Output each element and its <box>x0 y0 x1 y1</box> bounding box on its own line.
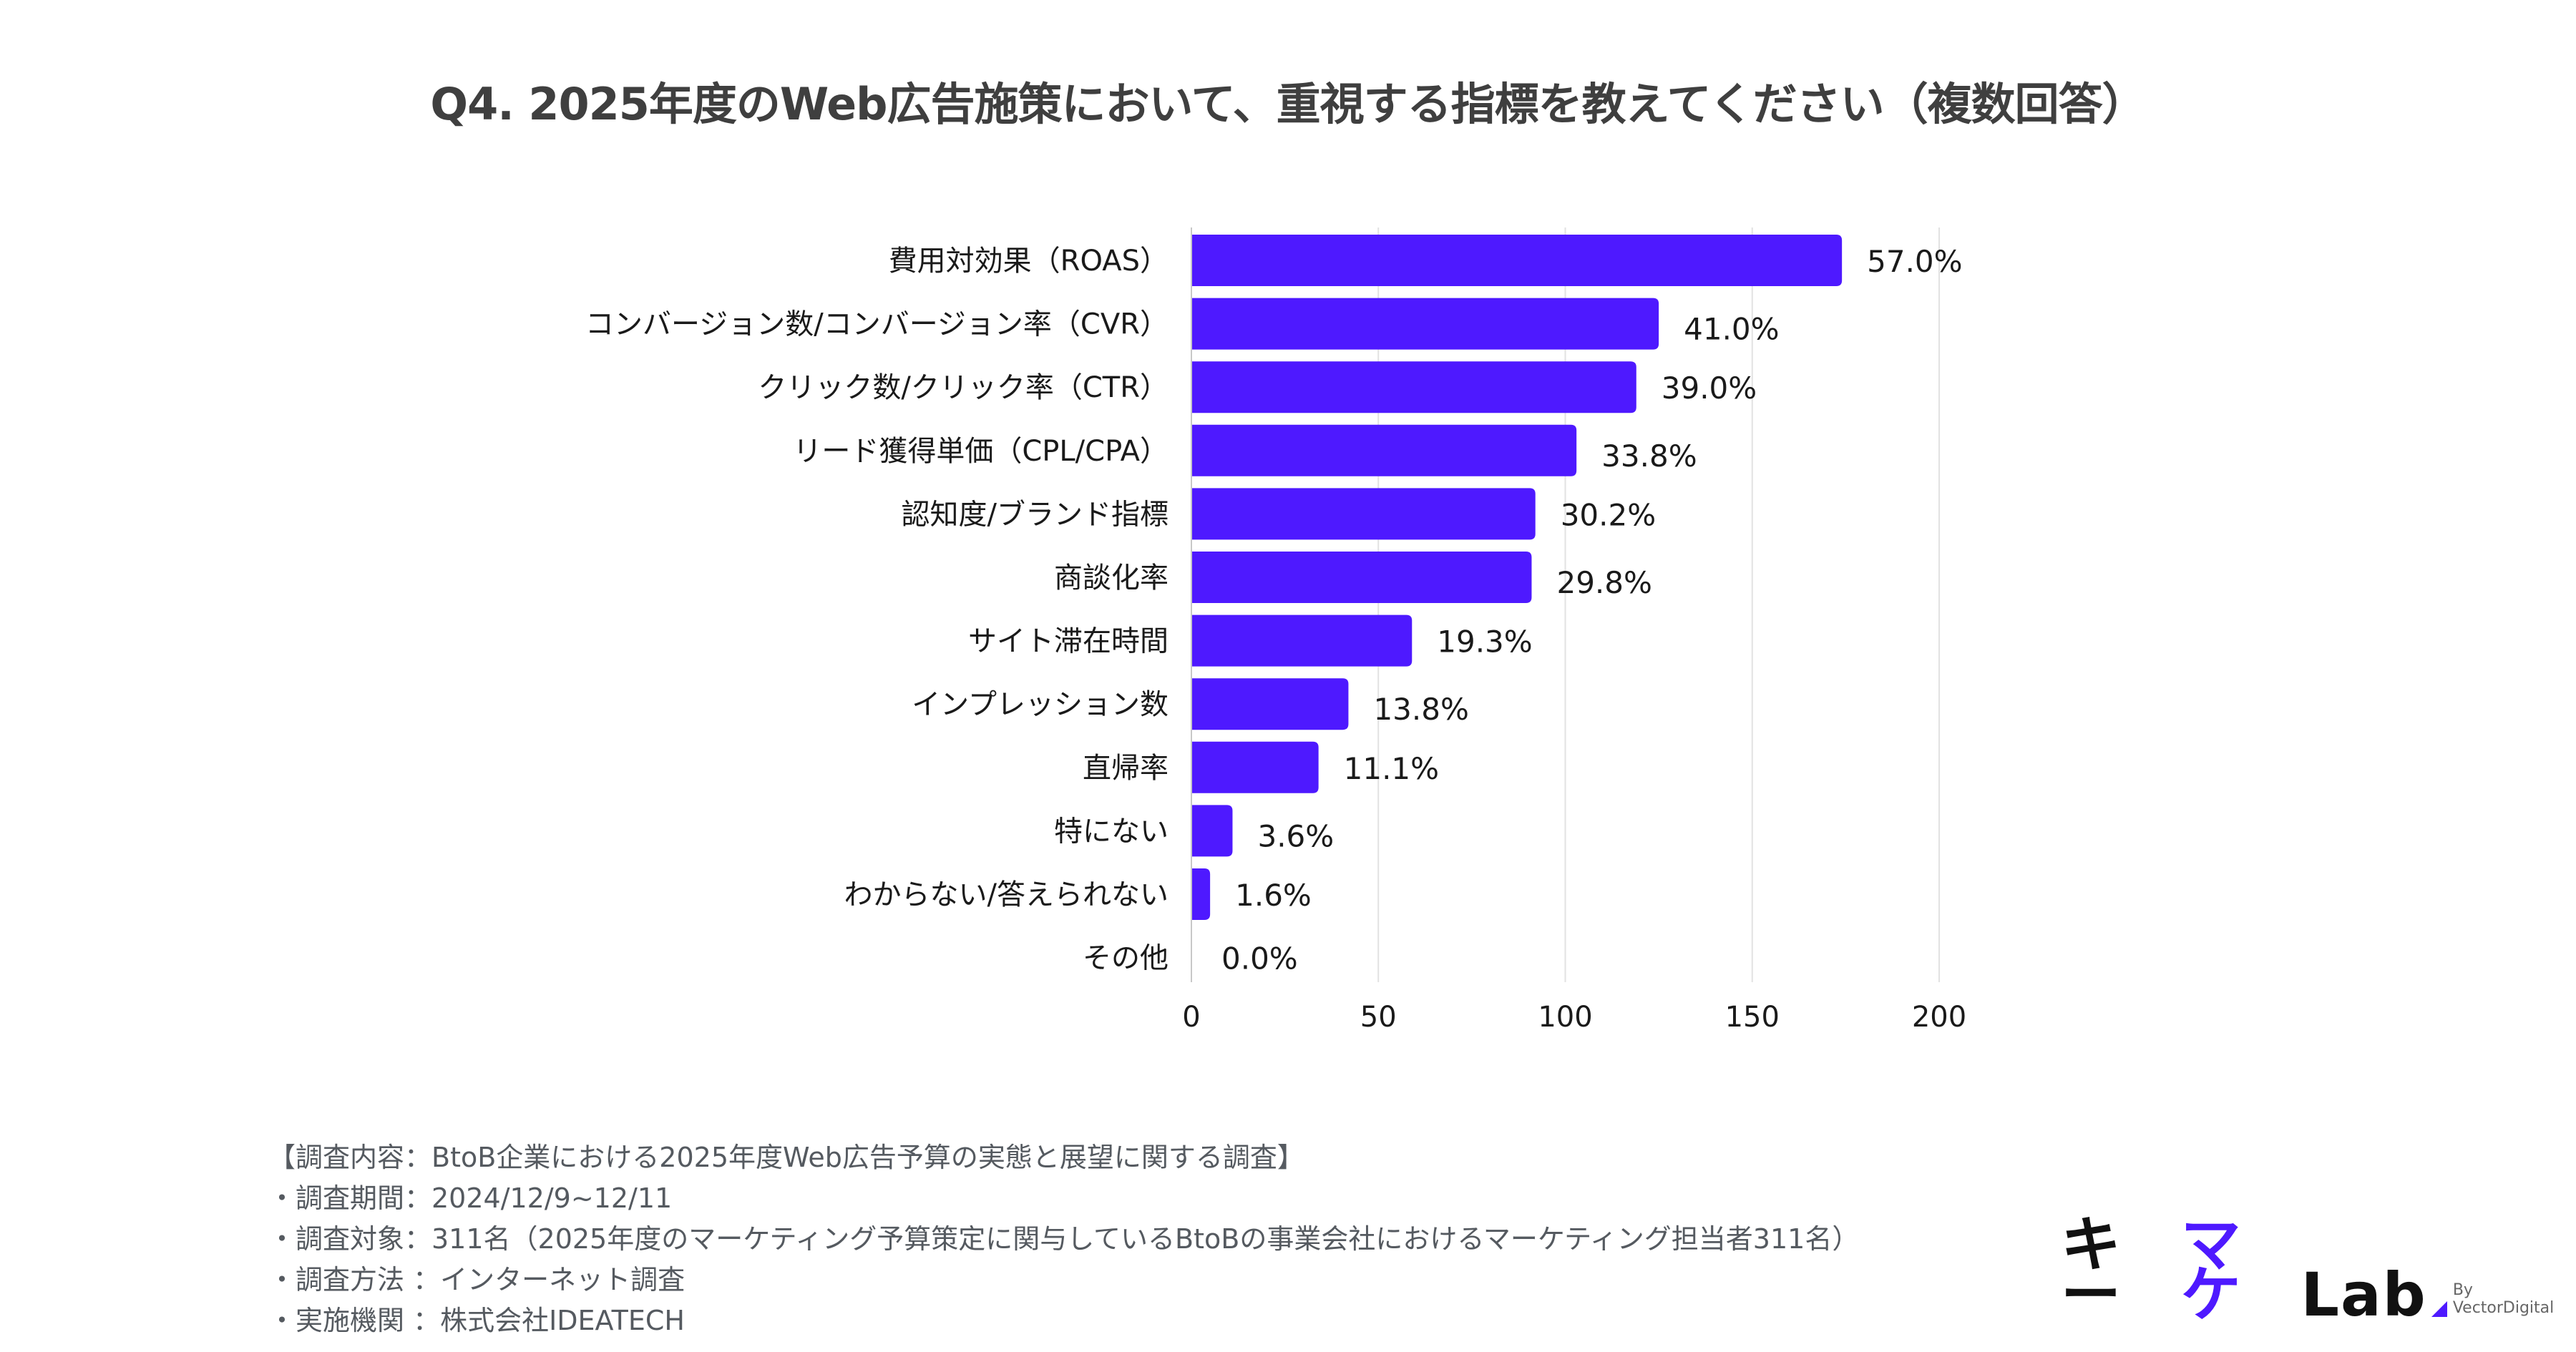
data-label: 33.8% <box>1601 439 1697 474</box>
x-axis-ticks: 0 50 100 150 200 <box>1182 1001 1966 1034</box>
bar <box>1191 488 1536 540</box>
bar <box>1191 805 1233 857</box>
bar <box>1191 741 1319 793</box>
survey-notes: 【調査内容：BtoB企業における2025年度Web広告予算の実態と展望に関する調… <box>268 1137 1859 1341</box>
logo-byline: By VectorDigital <box>2452 1281 2555 1317</box>
category-label: インプレッション数 <box>912 688 1169 721</box>
note-survey-content: 【調査内容：BtoB企業における2025年度Web広告予算の実態と展望に関する調… <box>268 1142 1304 1173</box>
category-labels: 費用対効果（ROAS） コンバージョン数/コンバージョン率（CVR） クリック数/ク… <box>585 245 1169 975</box>
gridlines <box>1377 227 1940 982</box>
note-survey-method: ・調査方法 ：インターネット調査 <box>268 1264 686 1295</box>
data-label: 3.6% <box>1257 818 1334 853</box>
data-labels: 57.0% 41.0% 39.0% 33.8% 30.2% 29.8% 19.3% 13.8%… <box>1221 244 1963 976</box>
data-label: 39.0% <box>1662 371 1757 406</box>
x-tick-label: 100 <box>1538 1001 1592 1034</box>
data-label: 0.0% <box>1221 941 1298 976</box>
data-label: 19.3% <box>1437 624 1532 660</box>
category-label: わからない/答えられない <box>844 878 1169 911</box>
chart-title: Q4. 2025年度のWeb広告施策において、重視する指標を教えてください（複数… <box>430 78 2146 130</box>
bar <box>1191 361 1636 413</box>
bar <box>1191 614 1413 667</box>
bars <box>1191 235 1843 920</box>
bar <box>1191 424 1577 476</box>
category-label: その他 <box>1083 942 1169 975</box>
data-label: 13.8% <box>1373 692 1468 727</box>
category-label: 費用対効果（ROAS） <box>889 245 1169 278</box>
data-label: 11.1% <box>1344 751 1439 786</box>
category-label: 特にない <box>1054 815 1169 848</box>
data-label: 57.0% <box>1867 244 1962 279</box>
kimake-lab-logo: キー マケ Lab By VectorDigital <box>2061 1215 2576 1330</box>
note-survey-organization: ・実施機関 ：株式会社IDEATECH <box>268 1305 685 1336</box>
bar <box>1191 235 1843 286</box>
data-label: 41.0% <box>1684 312 1779 347</box>
x-tick-label: 150 <box>1725 1001 1780 1034</box>
category-label: 商談化率 <box>1054 562 1169 594</box>
x-tick-label: 50 <box>1360 1001 1397 1034</box>
x-tick-label: 200 <box>1912 1001 1966 1034</box>
logo-part-make: マケ <box>2180 1210 2243 1330</box>
category-label: サイト滞在時間 <box>968 625 1169 658</box>
bar <box>1191 868 1211 920</box>
note-survey-target: ・調査対象：311名（2025年度のマーケティング予算策定に関与しているBtoB… <box>268 1223 1860 1255</box>
data-label: 29.8% <box>1556 565 1652 600</box>
bar <box>1191 552 1532 603</box>
note-survey-period: ・調査期間：2024/12/9~12/11 <box>268 1182 673 1214</box>
category-label: 直帰率 <box>1083 752 1169 785</box>
data-label: 30.2% <box>1561 497 1656 532</box>
logo-part-ki: キー <box>2061 1210 2123 1330</box>
logo-triangle-icon <box>2431 1301 2447 1317</box>
category-label: 認知度/ブランド指標 <box>902 498 1169 531</box>
bar <box>1191 678 1349 730</box>
category-label: クリック数/クリック率（CTR） <box>758 371 1169 404</box>
category-label: リード獲得単価（CPL/CPA） <box>793 435 1169 468</box>
x-tick-label: 0 <box>1182 1001 1200 1034</box>
logo-part-lab: Lab <box>2301 1260 2427 1330</box>
bar <box>1191 298 1659 350</box>
data-label: 1.6% <box>1235 878 1312 913</box>
category-label: コンバージョン数/コンバージョン率（CVR） <box>585 308 1169 341</box>
